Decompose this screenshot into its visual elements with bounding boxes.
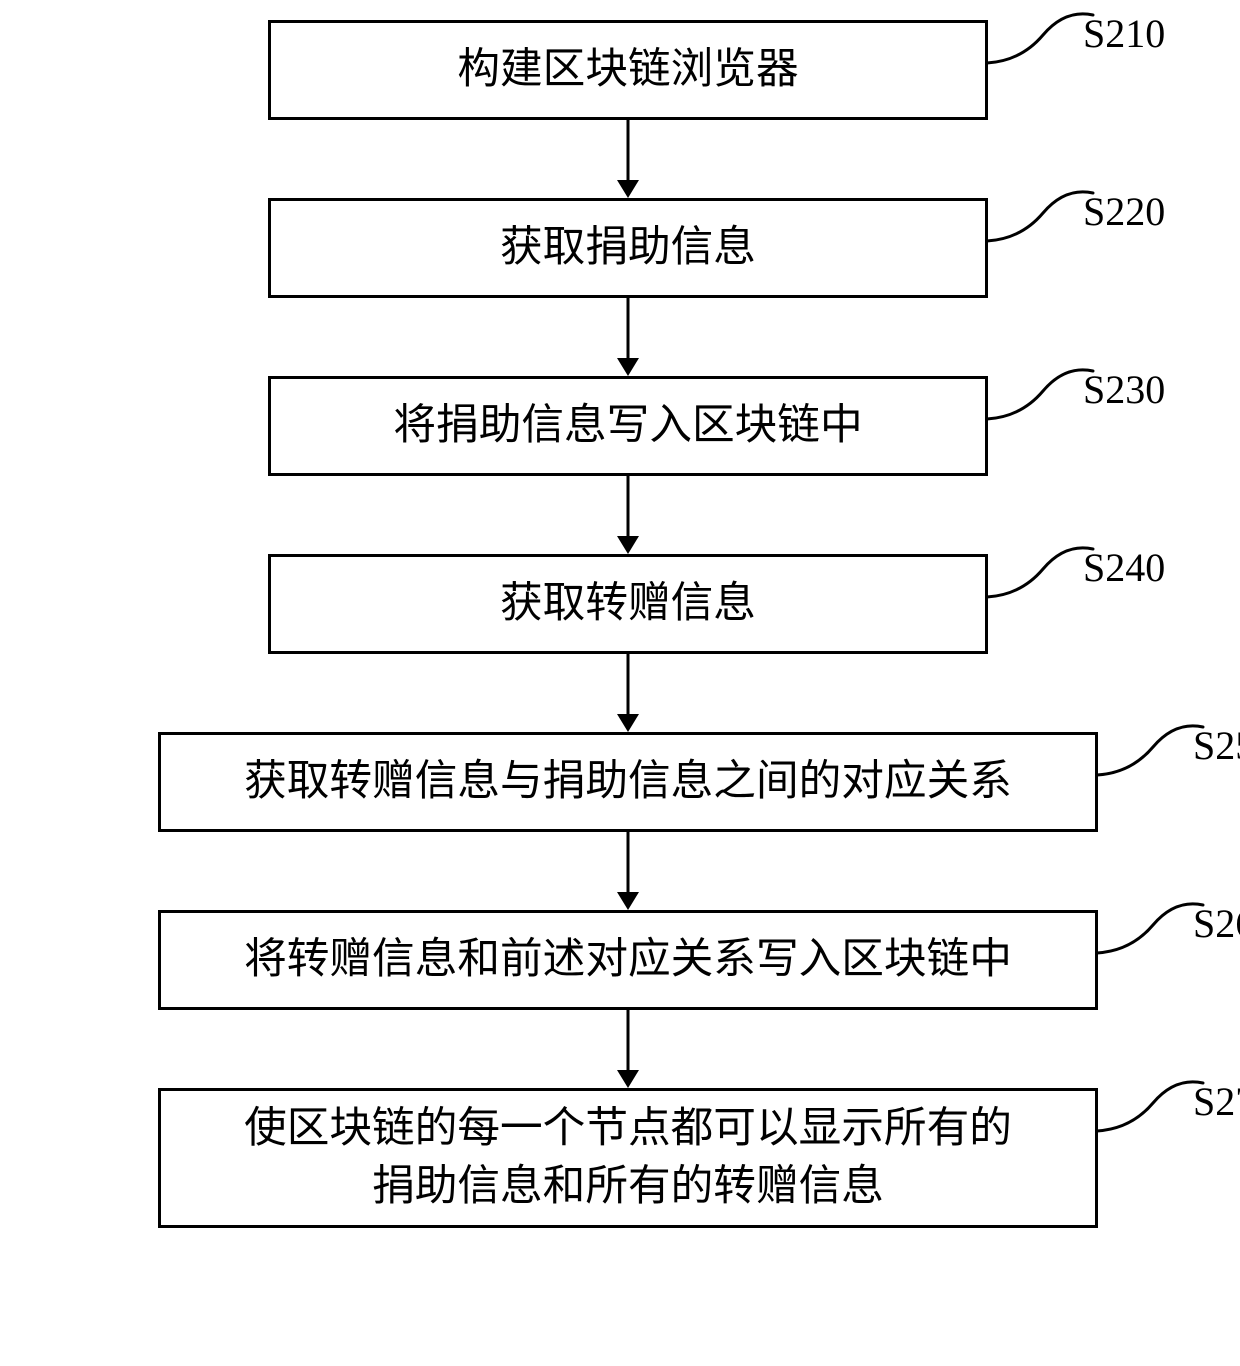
step-text: 获取捐助信息 (500, 219, 756, 277)
step-box-S240: 获取转赠信息 (268, 554, 988, 654)
step-label-S240: S240 (1083, 544, 1165, 591)
step-row-S240: 获取转赠信息 S240 (68, 554, 1188, 654)
arrow-S240-to-S250 (68, 654, 1188, 732)
arrow-S210-to-S220 (68, 120, 1188, 198)
step-label-S260: S260 (1193, 900, 1240, 947)
step-row-S220: 获取捐助信息 S220 (68, 198, 1188, 298)
step-row-S210: 构建区块链浏览器 S210 (68, 20, 1188, 120)
step-box-S230: 将捐助信息写入区块链中 (268, 376, 988, 476)
step-label-S270: S270 (1193, 1078, 1240, 1125)
step-text: 构建区块链浏览器 (457, 41, 798, 99)
step-row-S260: 将转赠信息和前述对应关系写入区块链中 S260 (68, 910, 1188, 1010)
step-row-S230: 将捐助信息写入区块链中 S230 (68, 376, 1188, 476)
step-row-S250: 获取转赠信息与捐助信息之间的对应关系 S250 (68, 732, 1188, 832)
step-label-S250: S250 (1193, 722, 1240, 769)
step-box-S220: 获取捐助信息 (268, 198, 988, 298)
flowchart-container: 构建区块链浏览器 S210 获取捐助信息 S220 将捐助信息写入区块链中 S2… (68, 20, 1188, 1228)
arrow-S220-to-S230 (68, 298, 1188, 376)
step-box-S270: 使区块链的每一个节点都可以显示所有的 捐助信息和所有的转赠信息 (158, 1088, 1098, 1228)
step-box-S210: 构建区块链浏览器 (268, 20, 988, 120)
step-label-S210: S210 (1083, 10, 1165, 57)
step-box-S260: 将转赠信息和前述对应关系写入区块链中 (158, 910, 1098, 1010)
step-text: 获取转赠信息 (500, 575, 756, 633)
arrow-S260-to-S270 (68, 1010, 1188, 1088)
step-text: 使区块链的每一个节点都可以显示所有的 捐助信息和所有的转赠信息 (244, 1100, 1012, 1215)
step-text: 获取转赠信息与捐助信息之间的对应关系 (244, 753, 1012, 811)
step-text: 将转赠信息和前述对应关系写入区块链中 (244, 931, 1012, 989)
step-row-S270: 使区块链的每一个节点都可以显示所有的 捐助信息和所有的转赠信息 S270 (68, 1088, 1188, 1228)
arrow-S230-to-S240 (68, 476, 1188, 554)
arrow-S250-to-S260 (68, 832, 1188, 910)
step-box-S250: 获取转赠信息与捐助信息之间的对应关系 (158, 732, 1098, 832)
step-text: 将捐助信息写入区块链中 (393, 397, 862, 455)
step-label-S230: S230 (1083, 366, 1165, 413)
step-label-S220: S220 (1083, 188, 1165, 235)
